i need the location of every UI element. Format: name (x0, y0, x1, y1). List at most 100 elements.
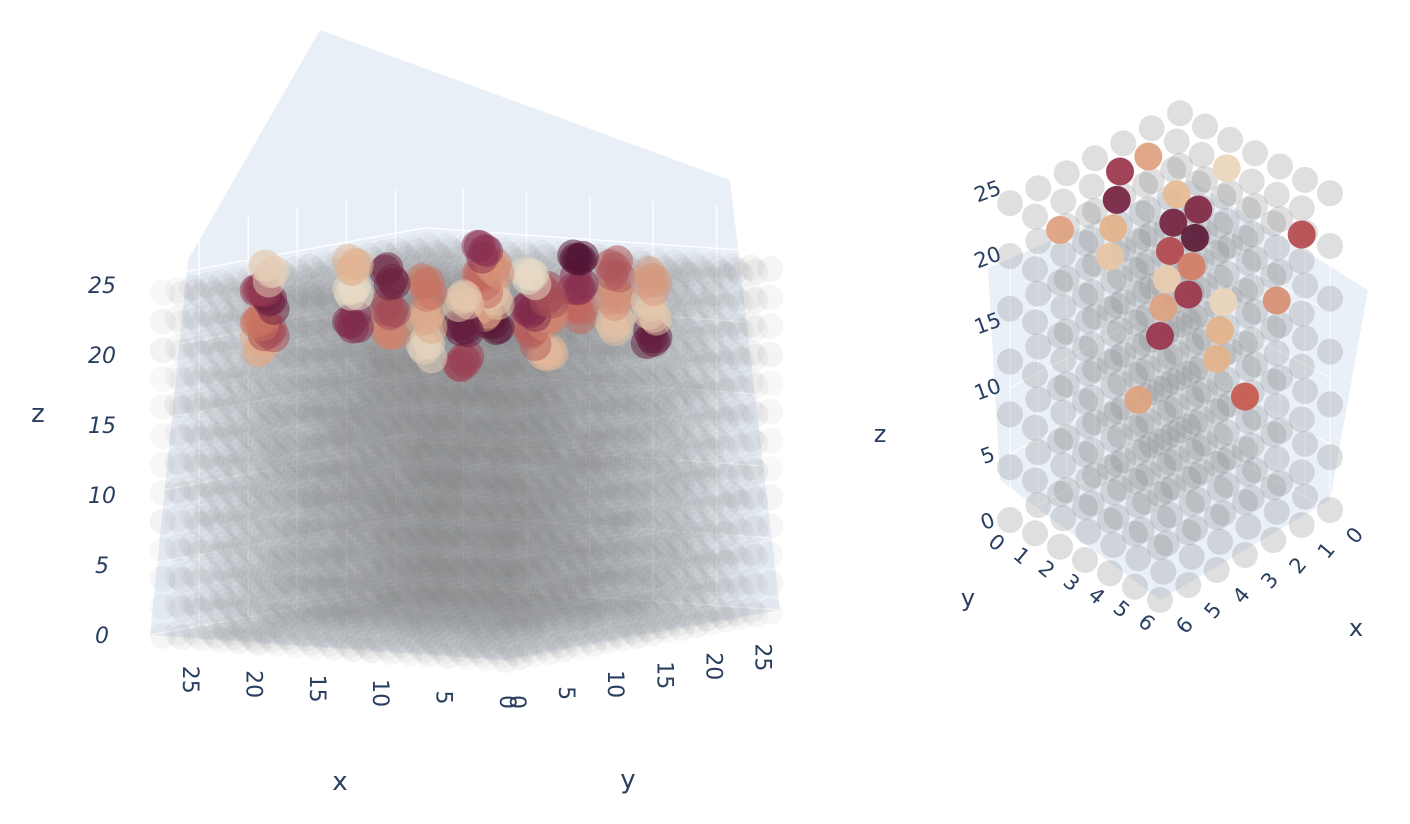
left-base-point (436, 628, 463, 655)
left-base-point (538, 624, 565, 651)
left-base-point (311, 593, 338, 620)
left-base-point (398, 625, 425, 652)
left-base-point (662, 592, 689, 619)
left-base-point (320, 606, 347, 633)
left-base-point (255, 622, 282, 649)
left-base-point (259, 626, 286, 653)
left-base-point (434, 609, 461, 636)
left-base-point (556, 563, 583, 590)
left-base-point (276, 580, 303, 607)
left-base-point (212, 587, 239, 614)
left-base-point (529, 554, 555, 581)
left-base-point (444, 602, 471, 629)
left-base-point (578, 612, 604, 639)
left-base-point (394, 621, 421, 648)
right-base-point (1317, 497, 1343, 523)
left-base-point (531, 601, 558, 628)
left-x-tick-label: 20 (240, 670, 265, 698)
left-base-point (489, 628, 516, 655)
left-base-point (522, 564, 549, 591)
left-base-point (651, 570, 678, 597)
left-base-point (605, 559, 631, 586)
left-base-point (626, 608, 653, 635)
left-base-point (479, 606, 506, 633)
left-base-point (757, 513, 784, 540)
left-base-point (482, 605, 509, 632)
left-base-point (246, 586, 273, 613)
left-base-point (670, 600, 697, 627)
left-base-point (462, 618, 488, 645)
left-base-point (263, 602, 290, 629)
left-base-point (322, 620, 349, 647)
left-base-point (607, 578, 634, 605)
left-base-point (326, 590, 353, 617)
left-base-point (250, 618, 277, 645)
left-base-point (327, 624, 353, 651)
left-base-point (238, 606, 265, 633)
left-base-point (390, 589, 417, 615)
left-base-point (202, 622, 229, 649)
left-base-point (521, 641, 548, 668)
left-base-point (497, 574, 524, 601)
left-base-point (330, 566, 357, 593)
left-base-point (432, 562, 458, 589)
left-base-point (381, 580, 408, 607)
left-base-point (584, 601, 611, 628)
left-base-point (282, 632, 309, 659)
left-grid-line (424, 512, 781, 540)
left-base-point (552, 559, 579, 586)
left-base-point (282, 598, 309, 625)
left-base-point (495, 617, 522, 644)
left-base-point (428, 591, 455, 618)
left-base-point (464, 609, 491, 636)
left-x-tick-label: 5 (431, 691, 456, 705)
left-base-point (392, 607, 419, 634)
left-base-point (689, 601, 716, 628)
left-base-point (250, 590, 277, 617)
left-base-point (422, 630, 449, 657)
left-z-tick-label: 15 (88, 414, 116, 439)
left-base-point (314, 612, 341, 639)
left-y-tick-label: 15 (651, 661, 676, 689)
left-base-point (400, 577, 427, 604)
left-base-point (343, 578, 370, 605)
left-base-point (409, 590, 436, 617)
left-base-point (459, 571, 486, 598)
left-base-point (523, 626, 550, 653)
left-base-point (628, 593, 655, 620)
left-base-point (546, 598, 573, 625)
left-base-point (316, 602, 343, 629)
left-base-point (632, 597, 659, 624)
left-base-point (354, 633, 381, 660)
left-base-point (236, 593, 263, 619)
left-base-point (508, 601, 535, 627)
left-base-point (552, 621, 579, 648)
left-base-point (563, 614, 590, 641)
left-base-point (440, 570, 467, 597)
left-base-point (685, 597, 712, 624)
left-base-point (432, 595, 459, 622)
left-base-point (501, 578, 528, 605)
left-base-point (605, 621, 632, 648)
left-base-point (355, 556, 382, 583)
left-base-point (297, 567, 323, 594)
left-base-point (240, 625, 267, 652)
left-base-point (474, 597, 501, 624)
left-base-point (377, 610, 404, 637)
left-base-point (434, 614, 461, 641)
left-base-point (571, 589, 598, 616)
left-base-point (385, 584, 412, 611)
left-base-point (727, 604, 754, 631)
left-base-point (331, 599, 358, 626)
left-base-point (611, 610, 638, 637)
left-base-point (476, 587, 503, 614)
left-base-point (394, 559, 420, 586)
left-base-point (624, 589, 651, 616)
left-base-point (354, 571, 381, 598)
left-base-point (491, 584, 518, 611)
left-base-point (223, 580, 250, 607)
left-base-point (490, 580, 517, 606)
